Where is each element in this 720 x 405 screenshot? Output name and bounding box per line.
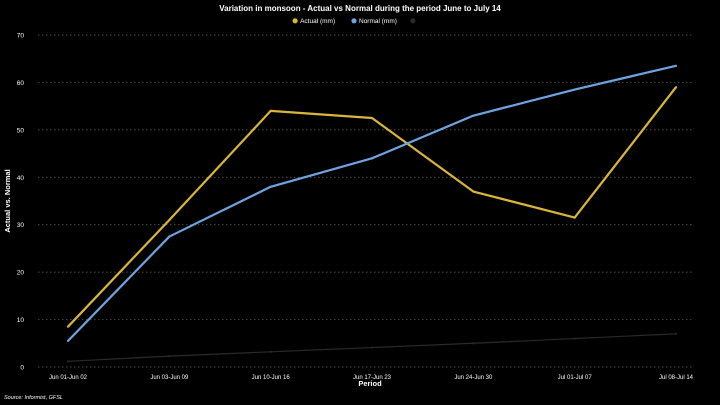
series-line [67, 86, 677, 328]
data-point [674, 64, 678, 67]
data-point [66, 325, 70, 328]
x-axis-label: Period [358, 379, 382, 388]
x-tick-label: Jul 01-Jul 07 [558, 375, 593, 381]
chart-title: Variation in monsoon - Actual vs Normal … [219, 4, 501, 13]
data-point [370, 157, 374, 160]
source-note: Source: Informist, GFSL [4, 395, 63, 401]
data-point [573, 88, 576, 91]
data-point [472, 114, 475, 117]
y-axis-ticks: 0 10 20 30 40 50 60 70 [17, 33, 25, 372]
y-tick-label: 70 [17, 33, 25, 40]
y-tick-label: 10 [17, 317, 25, 324]
data-point [269, 350, 272, 353]
y-tick-label: 20 [17, 270, 25, 277]
x-tick-label: Jun 24-Jun 30 [454, 375, 493, 381]
y-tick-label: 60 [17, 80, 25, 87]
data-point [674, 86, 678, 89]
data-point [269, 109, 272, 112]
y-tick-label: 40 [17, 175, 25, 182]
legend-label: Normal (mm) [359, 18, 397, 25]
legend-swatch [410, 18, 416, 24]
data-point [573, 337, 576, 340]
data-point [168, 235, 171, 238]
legend-label: Actual (mm) [300, 18, 335, 25]
x-tick-label: Jul 08-Jul 14 [659, 375, 694, 381]
x-tick-label: Jun 10-Jun 16 [252, 375, 291, 381]
data-point [66, 339, 70, 343]
data-point [370, 116, 374, 120]
legend-swatch [292, 18, 298, 24]
data-point [66, 360, 70, 363]
y-axis-label: Actual vs. Normal [3, 169, 12, 232]
data-point [269, 185, 272, 188]
data-point [168, 218, 171, 222]
x-tick-label: Jun 03-Jun 09 [150, 375, 189, 381]
data-point [472, 190, 475, 193]
x-tick-label: Jun 01-Jun 02 [49, 375, 88, 381]
series-lines [66, 64, 678, 363]
x-axis-ticks: Jun 01-Jun 02 Jun 03-Jun 09 Jun 10-Jun 16 J… [49, 375, 694, 381]
gridlines [38, 34, 692, 368]
data-point [168, 354, 171, 358]
y-tick-label: 0 [20, 365, 24, 372]
y-tick-label: 30 [17, 222, 25, 229]
legend: Actual (mm) Normal (mm) [292, 18, 416, 25]
data-point [370, 346, 374, 349]
y-tick-label: 50 [17, 127, 25, 134]
data-point [472, 342, 475, 345]
legend-swatch [351, 18, 357, 24]
data-point [674, 332, 678, 335]
x-tick-label: Jun 17-Jun 23 [353, 375, 392, 381]
data-point [573, 216, 576, 219]
